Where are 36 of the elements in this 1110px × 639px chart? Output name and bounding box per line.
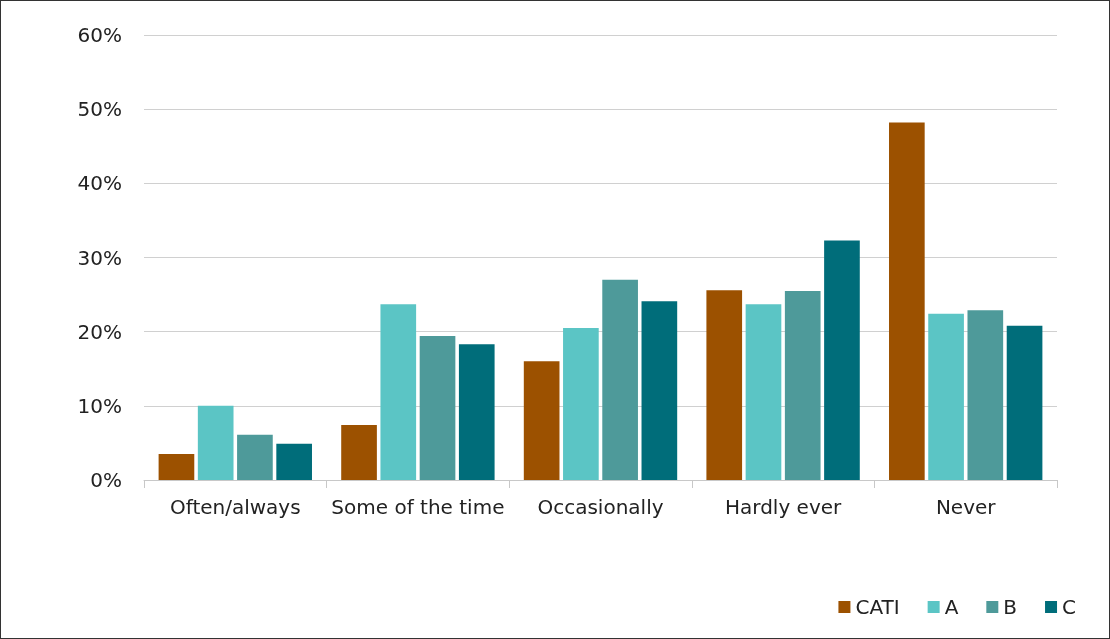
bar <box>237 434 273 480</box>
y-tick-label: 10% <box>77 393 122 418</box>
legend-label: C <box>1062 595 1076 619</box>
x-tick-label: Never <box>935 495 997 519</box>
bar <box>523 361 560 480</box>
x-tick-label: Often/always <box>169 495 301 519</box>
x-tick-label: Some of the time <box>331 495 505 519</box>
legend-label: CATI <box>855 595 900 619</box>
legend-label: A <box>944 595 959 619</box>
bar <box>602 279 638 480</box>
bar <box>824 240 860 480</box>
bar <box>706 290 743 480</box>
y-tick-label: 60% <box>77 23 122 47</box>
bar <box>784 290 821 480</box>
y-tick-label: 40% <box>77 171 122 196</box>
bar <box>341 425 377 480</box>
bar <box>563 327 599 480</box>
bar <box>745 304 782 480</box>
bar <box>380 304 417 480</box>
y-tick-label: 30% <box>77 245 122 270</box>
bar <box>276 443 312 480</box>
bar <box>889 122 925 480</box>
legend-label: B <box>1003 595 1018 619</box>
y-tick-label: 0% <box>90 468 122 492</box>
bar <box>458 344 495 480</box>
y-tick-label: 20% <box>77 319 122 344</box>
bar <box>967 310 1004 480</box>
bar <box>928 313 964 480</box>
x-tick-label: Occasionally <box>537 495 664 519</box>
bar <box>158 454 195 480</box>
y-tick-label: 50% <box>77 97 122 122</box>
bar <box>641 301 678 480</box>
bar <box>419 336 456 480</box>
bar <box>197 405 234 480</box>
bar <box>1006 325 1043 480</box>
x-tick-label: Hardly ever <box>724 495 843 519</box>
